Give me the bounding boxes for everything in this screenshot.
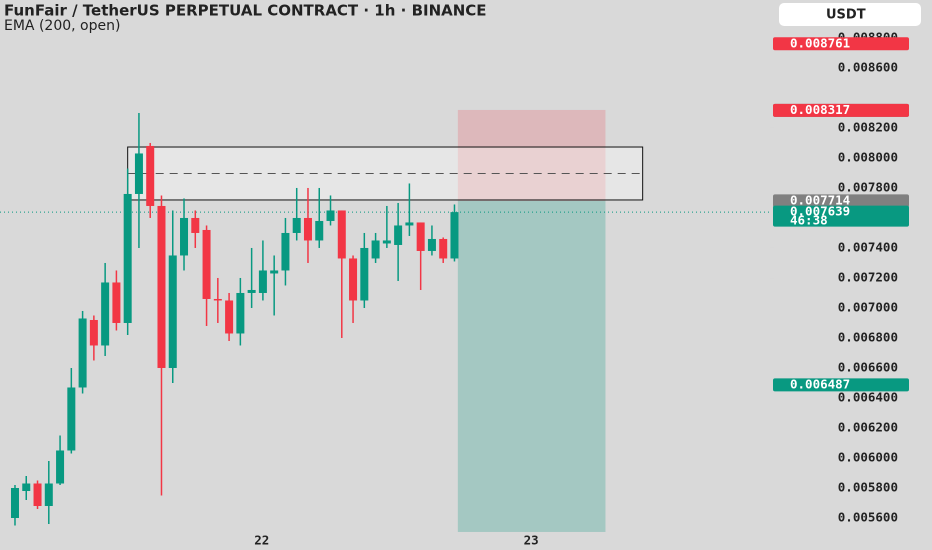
- candle-body: [191, 217, 200, 233]
- y-tick-label: 0.008000: [838, 149, 898, 164]
- candle-body: [10, 487, 19, 518]
- price-badge-label: 0.008761: [790, 35, 850, 50]
- price-badge: [773, 378, 909, 392]
- price-badge-label: 0.006487: [790, 376, 850, 391]
- candle-body: [382, 240, 391, 244]
- currency-label[interactable]: USDT: [826, 8, 866, 23]
- price-badge-label: 0.008317: [790, 102, 850, 117]
- y-tick-label: 0.006000: [838, 449, 898, 464]
- candle-body: [281, 232, 290, 271]
- y-tick-label: 0.007800: [838, 179, 898, 194]
- candle-body: [416, 222, 425, 251]
- candle-body: [236, 292, 245, 334]
- y-tick-label: 0.006600: [838, 359, 898, 374]
- candle-body: [360, 247, 369, 301]
- candle-body: [225, 300, 234, 334]
- x-tick-label: 23: [524, 533, 539, 548]
- chart-subtitle: EMA (200, open): [4, 18, 120, 34]
- y-tick-label: 0.007000: [838, 299, 898, 314]
- candle-body: [337, 210, 346, 259]
- candle-body: [270, 270, 279, 274]
- candle-body: [213, 298, 222, 301]
- plot: 0.005600 0.005800 0.006000 0.006200 0.006400…: [0, 29, 909, 548]
- y-tick-label: 0.007200: [838, 269, 898, 284]
- candle-body: [134, 153, 143, 194]
- candle-body: [326, 210, 335, 221]
- target-zone: [457, 200, 606, 532]
- candle-body: [450, 212, 459, 259]
- y-tick-label: 0.006800: [838, 329, 898, 344]
- candle-body: [371, 240, 380, 259]
- candle-body: [89, 319, 98, 346]
- candle-body: [258, 270, 267, 293]
- candle-body: [202, 229, 211, 299]
- candle-body: [247, 289, 256, 293]
- y-tick-label: 0.005800: [838, 479, 898, 494]
- candle-body: [427, 238, 436, 251]
- candle-body: [394, 225, 403, 245]
- currency-button[interactable]: [779, 3, 921, 26]
- candle-body: [349, 258, 358, 301]
- candle-body: [146, 145, 155, 206]
- candle-body: [315, 220, 324, 241]
- y-tick-label: 0.005600: [838, 509, 898, 524]
- y-tick-label: 0.008200: [838, 119, 898, 134]
- candle-body: [33, 483, 42, 506]
- candle-body: [56, 450, 65, 484]
- candle-body: [405, 222, 414, 226]
- price-badge: [773, 103, 909, 117]
- candle-body: [112, 282, 121, 323]
- candle-body: [67, 387, 76, 451]
- candle-body: [303, 217, 312, 241]
- candle-body: [292, 217, 301, 233]
- y-tick-label: 0.008600: [838, 59, 898, 74]
- stop-zone: [457, 109, 606, 201]
- y-tick-label: 0.007400: [838, 239, 898, 254]
- y-tick-label: 0.006200: [838, 419, 898, 434]
- candle-body: [44, 483, 53, 506]
- price-badge: [773, 194, 909, 208]
- y-tick-label: 0.006400: [838, 389, 898, 404]
- price-badge: [773, 205, 909, 227]
- candle-body: [168, 255, 177, 368]
- price-badge: [773, 37, 909, 51]
- candle-body: [180, 217, 189, 256]
- x-tick-label: 22: [254, 533, 269, 548]
- candle-body: [157, 205, 166, 368]
- candle-body: [123, 193, 132, 323]
- candle-body: [101, 282, 110, 346]
- candle-body: [78, 318, 87, 388]
- price-badge-label: 0.007639: [790, 204, 850, 219]
- countdown: 46:38: [790, 213, 828, 228]
- chart-title: FunFair / TetherUS PERPETUAL CONTRACT · …: [4, 2, 487, 20]
- price-badge-label: 0.007714: [790, 192, 850, 207]
- candle-body: [439, 238, 448, 259]
- candle-body: [22, 483, 31, 491]
